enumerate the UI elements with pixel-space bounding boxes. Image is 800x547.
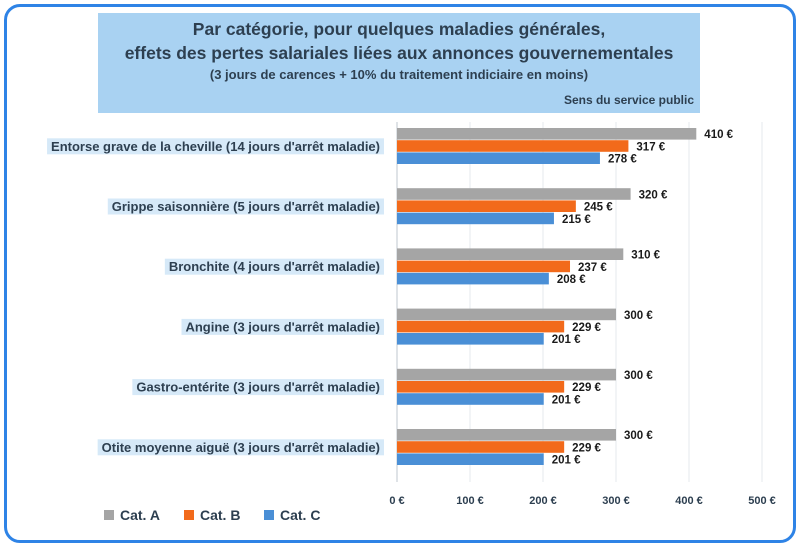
data-label: 201 €: [552, 394, 581, 406]
chart-title-line1: Par catégorie, pour quelques maladies gé…: [192, 19, 606, 39]
category-label: Bronchite (4 jours d'arrêt maladie): [169, 259, 380, 274]
data-label: 300 €: [624, 370, 653, 382]
bar-cata: [397, 188, 631, 200]
legend-swatch: [104, 510, 114, 520]
data-label: 215 €: [562, 214, 591, 226]
data-label: 229 €: [572, 442, 601, 454]
bar-cata: [397, 248, 624, 260]
title-box: Par catégorie, pour quelques maladies gé…: [98, 13, 700, 113]
category-label-bg: [97, 439, 384, 456]
bar-catc: [397, 272, 549, 285]
bar-catb: [397, 200, 576, 212]
x-tick-label: 200 €: [529, 495, 557, 507]
bar-catb: [397, 320, 565, 333]
x-tick-label: 500 €: [748, 495, 776, 507]
category-label: Angine (3 jours d'arrêt maladie): [185, 319, 380, 334]
bar-cata: [397, 308, 616, 321]
bar-catb: [397, 260, 571, 273]
category-label-bg: [164, 258, 384, 275]
bar-cata: [397, 368, 616, 381]
legend-swatch: [264, 510, 274, 520]
data-label: 300 €: [624, 310, 653, 322]
bar-cata: [397, 429, 616, 441]
bar-catc: [397, 333, 544, 345]
data-label: 410 €: [704, 129, 733, 141]
x-tick-label: 300 €: [602, 495, 630, 507]
data-label: 201 €: [552, 455, 581, 467]
category-label: Entorse grave de la cheville (14 jours d…: [51, 139, 380, 154]
legend-label: Cat. B: [200, 507, 240, 523]
category-label-bg: [132, 379, 384, 396]
category-label: Gastro-entérite (3 jours d'arrêt maladie…: [136, 380, 380, 395]
category-label: Grippe saisonnière (5 jours d'arrêt mala…: [112, 199, 380, 214]
x-tick-label: 400 €: [675, 495, 703, 507]
category-label-bg: [107, 198, 384, 215]
category-label: Otite moyenne aiguë (3 jours d'arrêt mal…: [102, 440, 380, 455]
x-tick-label: 100 €: [456, 495, 484, 507]
chart-title-line2: effets des pertes salariales liées aux a…: [124, 43, 674, 63]
data-label: 229 €: [572, 322, 601, 334]
data-label: 237 €: [578, 262, 607, 274]
data-label: 201 €: [552, 334, 581, 346]
chart-subtitle: (3 jours de carences + 10% du traitement…: [209, 67, 589, 82]
data-label: 310 €: [631, 250, 660, 262]
data-label: 320 €: [639, 189, 668, 201]
data-label: 300 €: [624, 430, 653, 442]
bar-catb: [397, 140, 629, 152]
x-tick-label: 0 €: [389, 495, 404, 507]
bar-catc: [397, 393, 544, 405]
category-label-bg: [181, 318, 384, 335]
bar-cata: [397, 128, 697, 140]
data-label: 245 €: [584, 202, 613, 214]
bar-catc: [397, 212, 554, 225]
legend-label: Cat. A: [120, 507, 160, 523]
legend-swatch: [184, 510, 194, 520]
data-label: 229 €: [572, 382, 601, 394]
data-label: 278 €: [608, 154, 637, 166]
source-label: Sens du service public: [563, 93, 694, 107]
bar-catc: [397, 453, 544, 465]
category-label-bg: [47, 138, 384, 155]
legend-label: Cat. C: [280, 507, 320, 523]
data-label: 208 €: [557, 274, 586, 286]
bar-catb: [397, 381, 565, 393]
data-label: 317 €: [636, 141, 665, 153]
bar-catb: [397, 441, 565, 453]
bar-catc: [397, 152, 600, 164]
